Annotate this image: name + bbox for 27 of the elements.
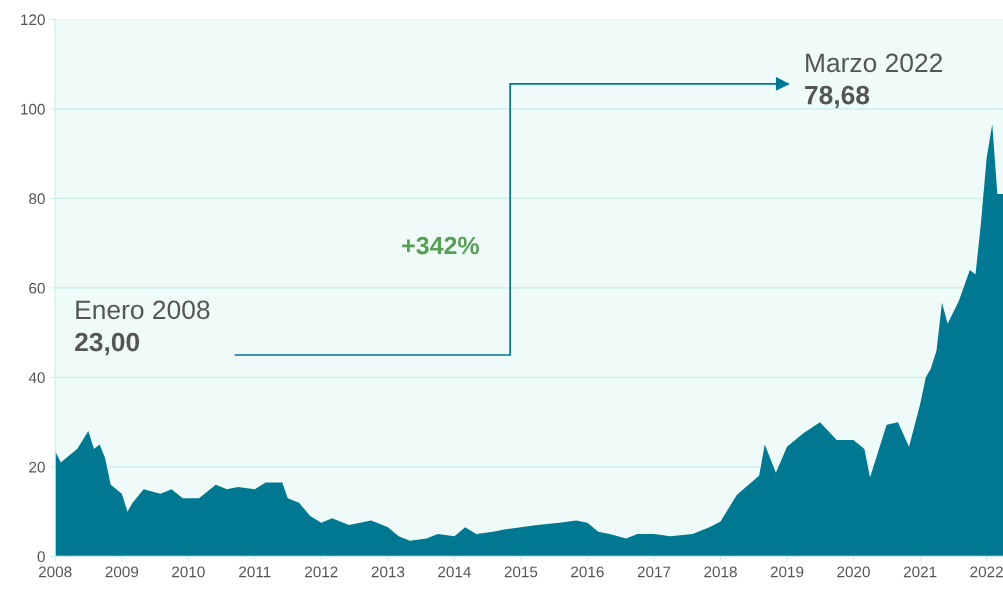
x-tick-label: 2022: [970, 566, 1003, 578]
y-tick-label: 100: [21, 103, 45, 115]
x-tick-label: 2018: [704, 566, 737, 578]
annotation: Marzo 2022: [806, 53, 942, 73]
y-tick-label: 20: [29, 461, 45, 473]
y-tick-label: 60: [29, 282, 45, 294]
annotation: 23,00: [75, 332, 140, 356]
x-tick-label: 2019: [770, 566, 804, 578]
x-tick-label: 2009: [105, 566, 139, 578]
x-tick-label: 2016: [571, 566, 604, 578]
annotation: 78,68: [805, 85, 870, 109]
x-tick-label: 2010: [172, 566, 205, 578]
x-tick-label: 2013: [371, 566, 405, 578]
annotation: +342%: [402, 236, 480, 255]
x-tick-label: 2012: [305, 566, 338, 578]
y-tick-label: 80: [29, 193, 45, 205]
x-tick-label: 2021: [903, 566, 937, 578]
x-tick-label: 2014: [438, 566, 471, 578]
y-tick-label: 40: [28, 372, 45, 384]
x-tick-label: 2008: [38, 566, 72, 578]
x-tick-label: 2020: [837, 566, 870, 578]
x-tick-label: 2015: [504, 566, 538, 578]
annotation: Enero 2008: [76, 300, 210, 320]
x-tick-label: 2011: [239, 566, 271, 578]
y-tick-label: 0: [37, 551, 45, 563]
y-tick-label: 120: [21, 14, 45, 26]
x-tick-label: 2017: [637, 566, 671, 578]
